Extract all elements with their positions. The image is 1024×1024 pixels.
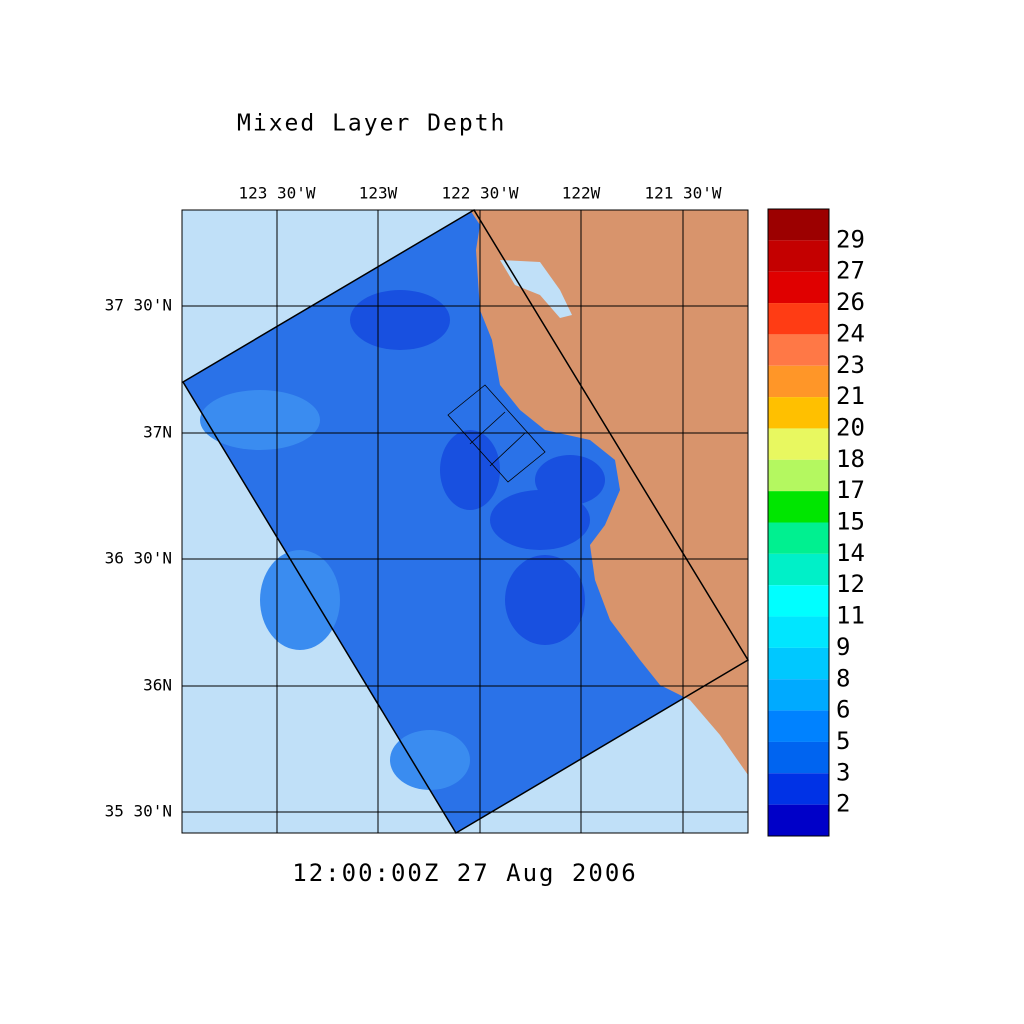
colorbar-label: 3 (836, 758, 850, 786)
colorbar-label: 20 (836, 413, 865, 441)
y-tick-label: 37 30'N (105, 296, 172, 315)
colorbar-box (768, 334, 829, 366)
colorbar-box (768, 365, 829, 398)
y-tick-label: 35 30'N (105, 802, 172, 821)
colorbar-label: 21 (836, 382, 865, 410)
x-tick-label: 122W (562, 184, 601, 203)
colorbar-label: 12 (836, 570, 865, 598)
colorbar-label: 6 (836, 696, 850, 724)
inner-box (447, 384, 546, 483)
colorbar-box (768, 741, 829, 774)
y-tick-label: 36 30'N (105, 549, 172, 568)
x-tick-label: 122 30'W (441, 184, 518, 203)
colorbar-box (768, 209, 829, 241)
map-frame (181, 209, 749, 834)
colorbar-box (768, 459, 829, 492)
colorbar-label: 9 (836, 633, 850, 661)
bay (500, 260, 572, 318)
colorbar-label: 11 (836, 602, 865, 630)
colorbar-label: 8 (836, 664, 850, 692)
colorbar-label: 26 (836, 288, 865, 316)
colorbar-box (768, 303, 829, 335)
colorbar-box (768, 679, 829, 711)
colorbar-box (768, 553, 829, 586)
colorbar-label: 29 (836, 225, 865, 253)
colorbar-box (768, 804, 829, 836)
land (470, 210, 748, 775)
colorbar-label: 27 (836, 257, 865, 285)
colorbar-box (768, 710, 829, 742)
x-tick-label: 123W (359, 184, 398, 203)
y-tick-label: 36N (143, 676, 172, 695)
colorbar-box (768, 240, 829, 272)
x-tick-label: 121 30'W (644, 184, 721, 203)
timestamp: 12:00:00Z 27 Aug 2006 (292, 859, 637, 887)
colorbar-label: 17 (836, 476, 865, 504)
colorbar-box (768, 522, 829, 554)
colorbar-box (768, 585, 829, 617)
colorbar-label: 24 (836, 319, 865, 347)
colorbar-label: 14 (836, 539, 865, 567)
y-tick-label: 37N (143, 423, 172, 442)
colorbar-label: 15 (836, 508, 865, 536)
colorbar-box (768, 397, 829, 429)
deep-patches (350, 290, 605, 645)
colorbar-label: 18 (836, 445, 865, 473)
colorbar-frame (767, 208, 830, 837)
colorbar-box (768, 428, 829, 460)
colorbar-box (768, 491, 829, 523)
colorbar-box (768, 271, 829, 304)
data-domain (183, 210, 748, 833)
colorbar-label: 5 (836, 727, 850, 755)
colorbar-box (768, 647, 829, 680)
colorbar-label: 23 (836, 351, 865, 379)
shallow-patches (200, 390, 470, 790)
colorbar-label: 2 (836, 790, 850, 818)
inner-box-line (469, 411, 506, 445)
title: Mixed Layer Depth (237, 111, 506, 137)
colorbar-box (768, 773, 829, 805)
colorbar-box (768, 616, 829, 648)
x-tick-label: 123 30'W (238, 184, 315, 203)
inner-box-line (489, 432, 526, 467)
